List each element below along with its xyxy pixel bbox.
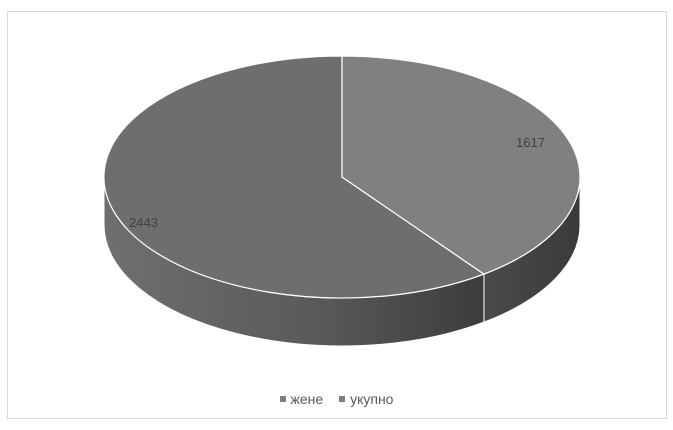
legend-swatch-women — [279, 396, 286, 402]
slice-top-total — [103, 55, 485, 299]
data-label-total: 2443 — [129, 215, 158, 230]
legend-swatch-total — [339, 396, 346, 402]
legend-item-women: жене — [279, 391, 324, 407]
legend-label-total: укупно — [350, 391, 394, 407]
data-label-women: 1617 — [516, 135, 545, 150]
legend: жене укупно — [0, 389, 673, 407]
legend-label-women: жене — [290, 391, 324, 407]
slice-top-women — [341, 55, 581, 275]
legend-item-total: укупно — [339, 391, 393, 407]
